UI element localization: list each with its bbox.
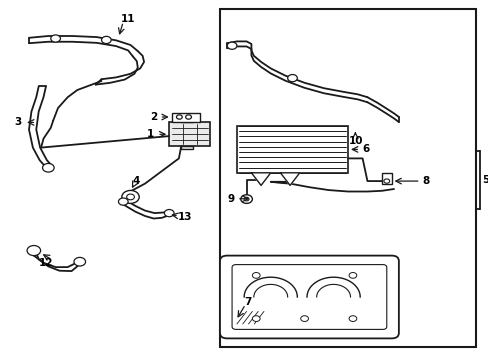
Circle shape (240, 195, 252, 203)
Text: 8: 8 (422, 176, 429, 186)
Text: 1: 1 (147, 129, 154, 139)
Text: 12: 12 (39, 258, 53, 268)
Circle shape (348, 316, 356, 321)
Circle shape (348, 273, 356, 278)
Circle shape (176, 115, 182, 119)
Text: 6: 6 (361, 144, 368, 154)
Bar (381, 173, 391, 184)
Circle shape (51, 35, 61, 42)
Text: 11: 11 (121, 14, 135, 24)
Circle shape (383, 179, 389, 183)
Circle shape (227, 42, 236, 49)
Text: 9: 9 (227, 194, 234, 204)
Polygon shape (251, 173, 270, 185)
Text: 13: 13 (177, 212, 192, 222)
Text: 3: 3 (15, 117, 22, 127)
Text: 5: 5 (481, 175, 488, 185)
Circle shape (252, 316, 260, 321)
Circle shape (185, 115, 191, 119)
Bar (181, 146, 193, 149)
FancyBboxPatch shape (232, 265, 386, 329)
Bar (169, 122, 210, 146)
Circle shape (164, 210, 174, 217)
Bar (236, 126, 347, 173)
Text: 4: 4 (132, 176, 140, 186)
Circle shape (27, 246, 41, 256)
Bar (181, 119, 193, 122)
Circle shape (118, 198, 128, 205)
Circle shape (287, 75, 297, 82)
Circle shape (252, 273, 260, 278)
Polygon shape (280, 173, 299, 185)
Circle shape (244, 197, 248, 201)
Circle shape (42, 163, 54, 172)
Circle shape (102, 36, 111, 44)
Bar (171, 113, 199, 122)
Circle shape (126, 194, 134, 200)
FancyBboxPatch shape (220, 256, 398, 338)
Circle shape (300, 316, 308, 321)
Text: 7: 7 (244, 297, 251, 307)
Text: 2: 2 (150, 112, 157, 122)
Text: 10: 10 (348, 136, 363, 146)
Circle shape (74, 257, 85, 266)
Circle shape (122, 190, 139, 203)
Bar (220, 9, 475, 347)
